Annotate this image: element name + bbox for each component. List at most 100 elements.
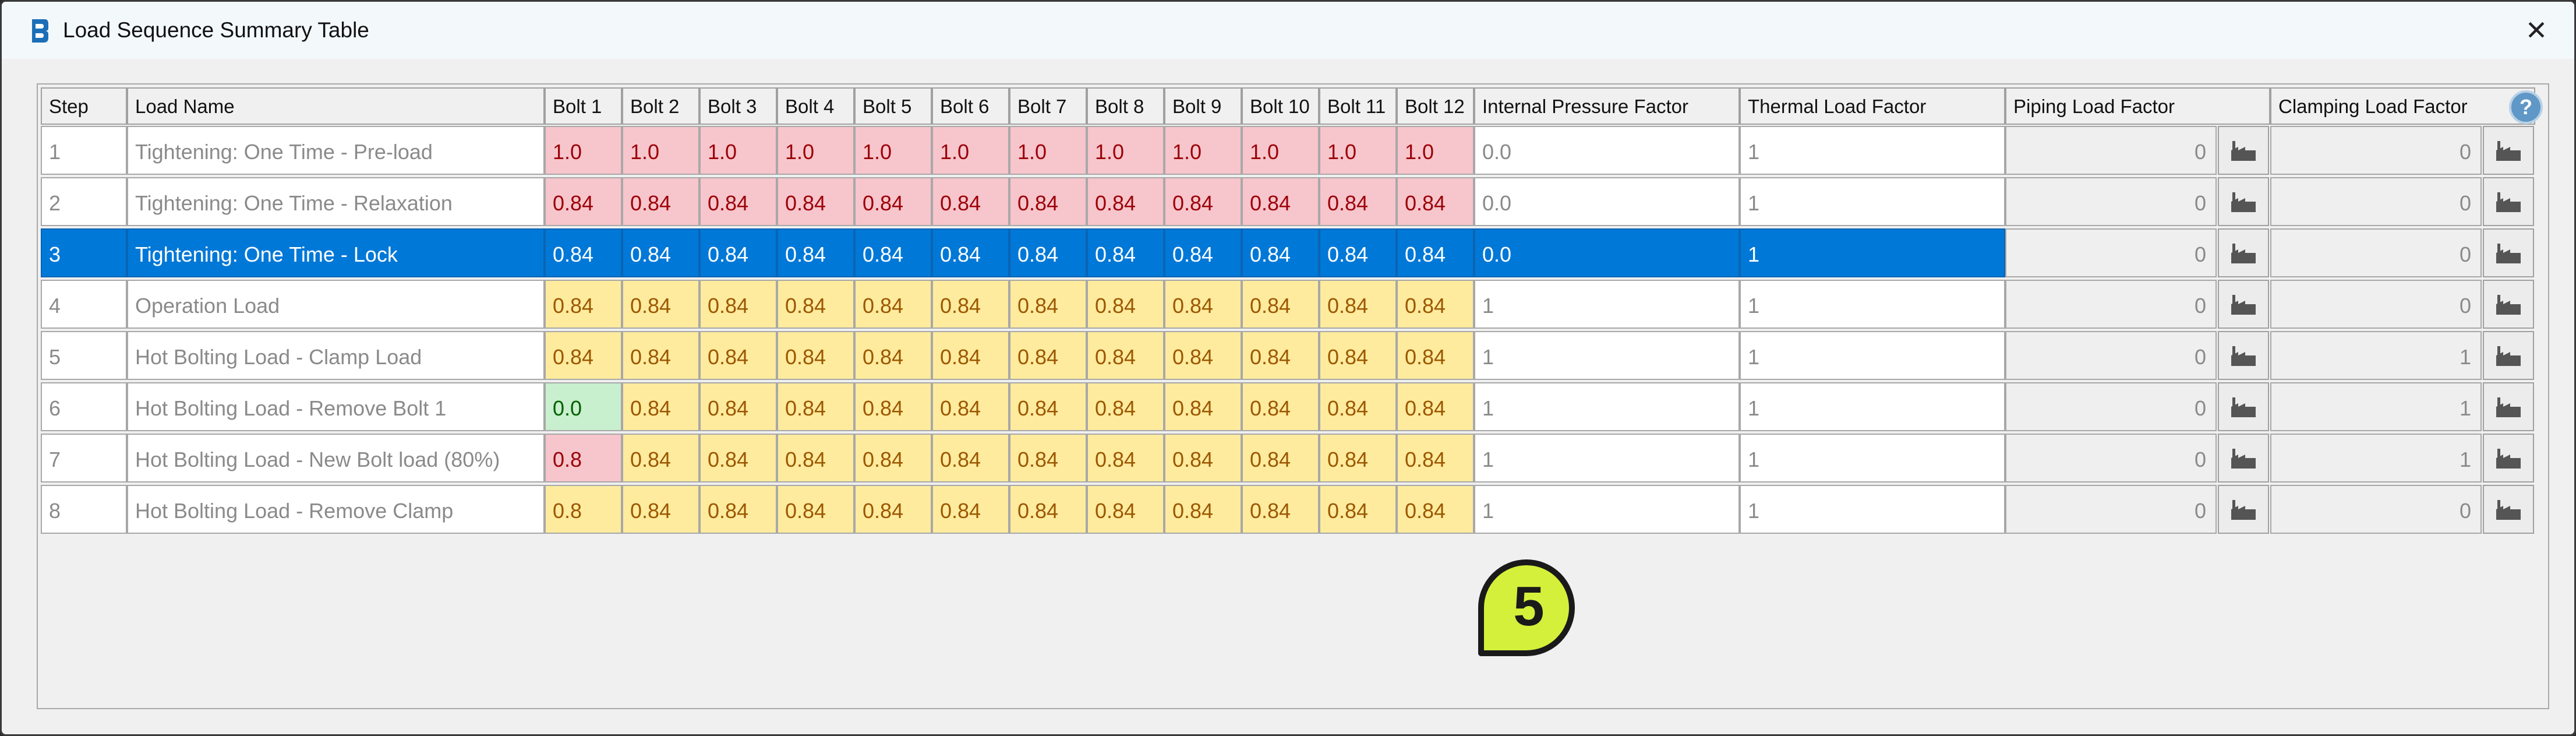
bolt-7-cell[interactable]: 1.0 bbox=[1009, 126, 1087, 175]
column-header[interactable]: Load Name bbox=[127, 87, 545, 125]
bolt-6-cell[interactable]: 0.84 bbox=[932, 331, 1009, 380]
load-name-cell[interactable]: Tightening: One Time - Pre-load bbox=[127, 126, 545, 175]
load-name-cell[interactable]: Hot Bolting Load - Clamp Load bbox=[127, 331, 545, 380]
column-header[interactable]: Bolt 10 bbox=[1242, 87, 1319, 125]
bolt-10-cell[interactable]: 0.84 bbox=[1242, 280, 1319, 329]
bolt-7-cell[interactable]: 0.84 bbox=[1009, 177, 1087, 226]
bolt-9-cell[interactable]: 0.84 bbox=[1164, 228, 1242, 277]
bolt-1-cell[interactable]: 0.8 bbox=[545, 485, 622, 534]
bolt-3-cell[interactable]: 0.84 bbox=[699, 485, 777, 534]
bolt-10-cell[interactable]: 0.84 bbox=[1242, 485, 1319, 534]
bolt-12-cell[interactable]: 0.84 bbox=[1397, 485, 1474, 534]
step-cell[interactable]: 7 bbox=[41, 434, 127, 483]
bolt-4-cell[interactable]: 0.84 bbox=[777, 382, 854, 431]
thermal-load-cell[interactable]: 1 bbox=[1740, 485, 2005, 534]
clamping-picker-button[interactable] bbox=[2483, 434, 2534, 483]
clamping-picker-button[interactable] bbox=[2483, 228, 2534, 277]
load-name-cell[interactable]: Operation Load bbox=[127, 280, 545, 329]
piping-picker-button[interactable] bbox=[2218, 280, 2269, 329]
thermal-load-cell[interactable]: 1 bbox=[1740, 382, 2005, 431]
piping-load-field[interactable]: 0 bbox=[2005, 382, 2217, 431]
internal-pressure-cell[interactable]: 1 bbox=[1474, 280, 1740, 329]
column-header[interactable]: Piping Load Factor bbox=[2005, 87, 2270, 125]
column-header[interactable]: Bolt 1 bbox=[545, 87, 622, 125]
clamping-picker-button[interactable] bbox=[2483, 485, 2534, 534]
internal-pressure-cell[interactable]: 0.0 bbox=[1474, 177, 1740, 226]
bolt-3-cell[interactable]: 1.0 bbox=[699, 126, 777, 175]
bolt-1-cell[interactable]: 0.84 bbox=[545, 331, 622, 380]
step-cell[interactable]: 2 bbox=[41, 177, 127, 226]
bolt-10-cell[interactable]: 0.84 bbox=[1242, 382, 1319, 431]
bolt-2-cell[interactable]: 0.84 bbox=[622, 434, 699, 483]
bolt-11-cell[interactable]: 0.84 bbox=[1319, 331, 1397, 380]
bolt-5-cell[interactable]: 0.84 bbox=[854, 177, 932, 226]
thermal-load-cell[interactable]: 1 bbox=[1740, 434, 2005, 483]
piping-load-field[interactable]: 0 bbox=[2005, 434, 2217, 483]
bolt-3-cell[interactable]: 0.84 bbox=[699, 331, 777, 380]
clamping-load-field[interactable]: 0 bbox=[2270, 280, 2482, 329]
bolt-11-cell[interactable]: 0.84 bbox=[1319, 485, 1397, 534]
bolt-10-cell[interactable]: 0.84 bbox=[1242, 177, 1319, 226]
piping-picker-button[interactable] bbox=[2218, 126, 2269, 175]
bolt-5-cell[interactable]: 0.84 bbox=[854, 228, 932, 277]
bolt-8-cell[interactable]: 0.84 bbox=[1087, 331, 1164, 380]
bolt-7-cell[interactable]: 0.84 bbox=[1009, 434, 1087, 483]
bolt-8-cell[interactable]: 0.84 bbox=[1087, 228, 1164, 277]
thermal-load-cell[interactable]: 1 bbox=[1740, 331, 2005, 380]
column-header[interactable]: Clamping Load Factor bbox=[2270, 87, 2535, 125]
internal-pressure-cell[interactable]: 1 bbox=[1474, 382, 1740, 431]
bolt-5-cell[interactable]: 0.84 bbox=[854, 331, 932, 380]
piping-picker-button[interactable] bbox=[2218, 177, 2269, 226]
column-header[interactable]: Thermal Load Factor bbox=[1740, 87, 2005, 125]
bolt-11-cell[interactable]: 0.84 bbox=[1319, 434, 1397, 483]
bolt-12-cell[interactable]: 0.84 bbox=[1397, 177, 1474, 226]
thermal-load-cell[interactable]: 1 bbox=[1740, 126, 2005, 175]
bolt-11-cell[interactable]: 0.84 bbox=[1319, 382, 1397, 431]
thermal-load-cell[interactable]: 1 bbox=[1740, 177, 2005, 226]
clamping-load-field[interactable]: 0 bbox=[2270, 177, 2482, 226]
bolt-11-cell[interactable]: 0.84 bbox=[1319, 177, 1397, 226]
piping-picker-button[interactable] bbox=[2218, 382, 2269, 431]
bolt-6-cell[interactable]: 0.84 bbox=[932, 280, 1009, 329]
bolt-2-cell[interactable]: 0.84 bbox=[622, 280, 699, 329]
bolt-7-cell[interactable]: 0.84 bbox=[1009, 331, 1087, 380]
bolt-1-cell[interactable]: 0.84 bbox=[545, 280, 622, 329]
load-name-cell[interactable]: Hot Bolting Load - Remove Bolt 1 bbox=[127, 382, 545, 431]
bolt-5-cell[interactable]: 0.84 bbox=[854, 280, 932, 329]
internal-pressure-cell[interactable]: 1 bbox=[1474, 331, 1740, 380]
column-header[interactable]: Internal Pressure Factor bbox=[1474, 87, 1740, 125]
bolt-5-cell[interactable]: 1.0 bbox=[854, 126, 932, 175]
bolt-7-cell[interactable]: 0.84 bbox=[1009, 485, 1087, 534]
bolt-3-cell[interactable]: 0.84 bbox=[699, 434, 777, 483]
bolt-12-cell[interactable]: 0.84 bbox=[1397, 228, 1474, 277]
bolt-4-cell[interactable]: 0.84 bbox=[777, 228, 854, 277]
bolt-3-cell[interactable]: 0.84 bbox=[699, 228, 777, 277]
bolt-5-cell[interactable]: 0.84 bbox=[854, 485, 932, 534]
load-name-cell[interactable]: Hot Bolting Load - New Bolt load (80%) bbox=[127, 434, 545, 483]
internal-pressure-cell[interactable]: 0.0 bbox=[1474, 126, 1740, 175]
bolt-11-cell[interactable]: 1.0 bbox=[1319, 126, 1397, 175]
bolt-8-cell[interactable]: 0.84 bbox=[1087, 382, 1164, 431]
bolt-2-cell[interactable]: 0.84 bbox=[622, 177, 699, 226]
step-cell[interactable]: 8 bbox=[41, 485, 127, 534]
bolt-9-cell[interactable]: 0.84 bbox=[1164, 485, 1242, 534]
bolt-11-cell[interactable]: 0.84 bbox=[1319, 228, 1397, 277]
bolt-9-cell[interactable]: 0.84 bbox=[1164, 331, 1242, 380]
column-header[interactable]: Bolt 5 bbox=[854, 87, 932, 125]
bolt-2-cell[interactable]: 0.84 bbox=[622, 382, 699, 431]
step-cell[interactable]: 1 bbox=[41, 126, 127, 175]
step-cell[interactable]: 5 bbox=[41, 331, 127, 380]
bolt-5-cell[interactable]: 0.84 bbox=[854, 382, 932, 431]
piping-load-field[interactable]: 0 bbox=[2005, 228, 2217, 277]
bolt-9-cell[interactable]: 0.84 bbox=[1164, 177, 1242, 226]
bolt-9-cell[interactable]: 0.84 bbox=[1164, 280, 1242, 329]
bolt-8-cell[interactable]: 1.0 bbox=[1087, 126, 1164, 175]
bolt-1-cell[interactable]: 0.84 bbox=[545, 228, 622, 277]
bolt-3-cell[interactable]: 0.84 bbox=[699, 280, 777, 329]
bolt-6-cell[interactable]: 0.84 bbox=[932, 434, 1009, 483]
bolt-10-cell[interactable]: 0.84 bbox=[1242, 434, 1319, 483]
step-cell[interactable]: 6 bbox=[41, 382, 127, 431]
close-button[interactable]: ✕ bbox=[2525, 15, 2548, 45]
bolt-12-cell[interactable]: 0.84 bbox=[1397, 382, 1474, 431]
step-cell[interactable]: 4 bbox=[41, 280, 127, 329]
